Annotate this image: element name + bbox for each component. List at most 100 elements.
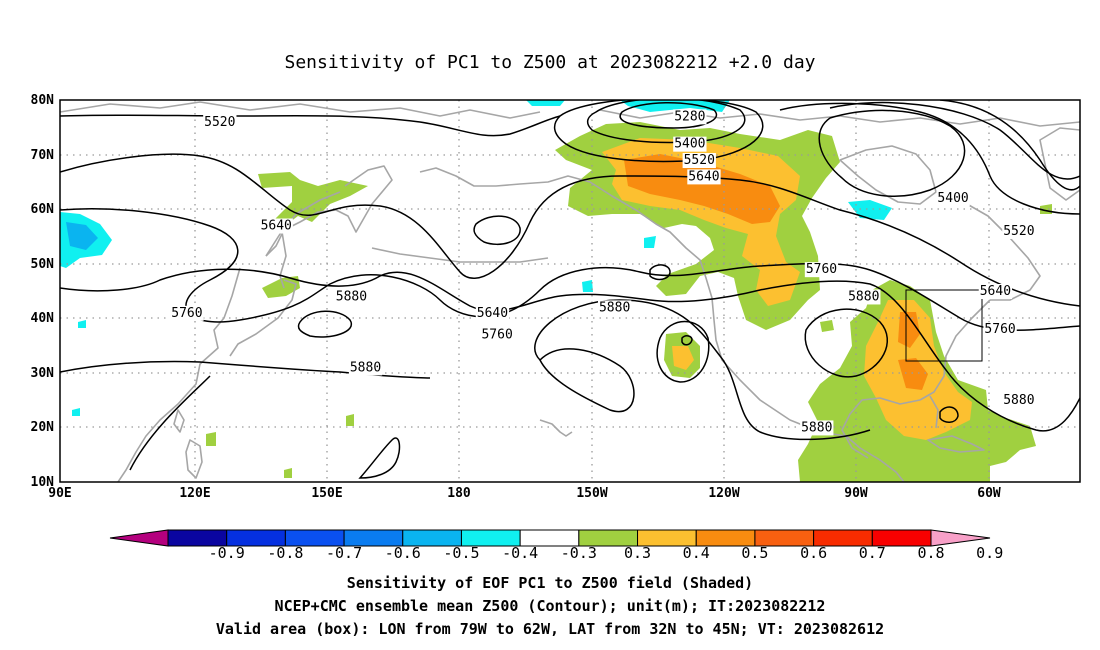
shade-orange-east1 [898, 312, 920, 348]
coast-sakhalin [279, 231, 287, 289]
contour-label-bg [804, 262, 839, 278]
contour-label-bg [203, 114, 237, 130]
lon-tick-90e: 90E [48, 486, 71, 501]
contour-label-bg [334, 289, 369, 305]
shade-cyan-dot1 [582, 280, 593, 292]
colorbar-label: 0.5 [741, 544, 768, 562]
lat-axis: 80N 70N 60N 50N 40N 30N 20N 10N [31, 93, 55, 490]
coast-gulf [841, 397, 921, 459]
shade-cyan-top2 [620, 100, 730, 112]
contour-label-bg [348, 360, 383, 376]
coast-taiwan [173, 409, 185, 433]
shading-layer [60, 100, 1052, 482]
lon-tick-180: 180 [447, 486, 471, 501]
contour-label: 5640 [477, 306, 508, 321]
caption-line-3: Valid area (box): LON from 79W to 62W, L… [216, 620, 884, 638]
shade-cyan-mid [644, 236, 656, 248]
lat-tick-20n: 20N [31, 420, 55, 435]
contour-5400-gr [939, 100, 1080, 191]
contour-5400-east [818, 109, 966, 197]
shade-orange-east2 [898, 358, 928, 390]
coast-okhotsk [265, 191, 341, 257]
caption-line-2: NCEP+CMC ensemble mean Z500 (Contour); u… [275, 597, 826, 615]
contour-label-bg [983, 322, 1017, 338]
contour-5640-main [60, 153, 1080, 307]
coast-greenland [1039, 127, 1080, 201]
colorbar-label: -0.3 [561, 544, 597, 562]
contour-label: 5640 [688, 169, 719, 184]
contour-label: 5880 [848, 289, 879, 304]
shade-cyan-top [526, 100, 565, 106]
coast-florida [929, 395, 939, 429]
contour-high-3 [649, 264, 671, 281]
lat-tick-30n: 30N [31, 366, 55, 381]
coast-us-east [919, 299, 991, 401]
contour-5880-main [60, 268, 1080, 432]
contour-5520-east [779, 102, 1080, 215]
coast-korea-china [117, 267, 241, 482]
contour-label-bg [673, 109, 707, 125]
contour-label: 5400 [937, 191, 968, 206]
lat-tick-70n: 70N [31, 148, 55, 163]
coast-hudson [839, 145, 937, 205]
contour-label: 5520 [1003, 224, 1034, 239]
shade-green-dot-d [820, 320, 834, 332]
contour-5520-ring [829, 101, 1080, 180]
contour-label: 5520 [204, 115, 235, 130]
coast-aleutians [371, 247, 549, 263]
contour-label-bg [1002, 223, 1036, 239]
contour-label: 5760 [806, 262, 837, 277]
gridlines [60, 100, 1080, 482]
contour-5520-north [553, 100, 764, 163]
contour-label: 5880 [599, 300, 630, 315]
coast-hawaii [539, 419, 573, 437]
colorbar-label: -0.5 [443, 544, 479, 562]
colorbar-min-arrow [109, 529, 169, 547]
contour-label: 5640 [261, 219, 292, 234]
colorbar-label: 0.7 [859, 544, 886, 562]
shade-yellow-california [672, 346, 694, 370]
contour-label-bg [170, 305, 204, 321]
contour-5880-ml [358, 437, 401, 479]
contour-label: 5880 [801, 420, 832, 435]
contour-high-4 [656, 320, 710, 383]
contour-label-bg [1002, 393, 1036, 409]
contour-label-bg [480, 327, 514, 343]
contour-high-2 [473, 215, 521, 246]
shade-blue-west [66, 222, 98, 250]
lon-tick-60w: 60W [977, 486, 1001, 501]
shade-green-aleutian [258, 172, 368, 228]
colorbar-max-arrow [930, 529, 991, 547]
caption-line-1: Sensitivity of EOF PC1 to Z500 field (Sh… [347, 574, 753, 592]
colorbar-label: -0.9 [209, 544, 245, 562]
map-frame [59, 99, 1081, 483]
lat-tick-10n: 10N [31, 475, 55, 490]
contour-label: 5880 [1003, 393, 1034, 408]
lon-tick-150w: 150W [576, 486, 607, 501]
lon-tick-150e: 150E [311, 486, 342, 501]
lat-tick-60n: 60N [31, 202, 55, 217]
lat-tick-50n: 50N [31, 257, 55, 272]
colorbar-label: 0.6 [800, 544, 827, 562]
contour-5280 [619, 102, 717, 129]
contour-label-bg [936, 191, 970, 207]
shade-cyan-dot2 [78, 320, 86, 328]
colorbar-label: 0.8 [917, 544, 944, 562]
shade-orange-north [624, 154, 780, 224]
contour-label: 5280 [674, 109, 705, 124]
lon-tick-90w: 90W [844, 486, 868, 501]
colorbar-label: 0.3 [624, 544, 651, 562]
coast-japan [229, 279, 297, 357]
shade-green-dot-a [346, 414, 354, 426]
contour-label-bg [978, 284, 1013, 299]
shade-green-dot-b [206, 432, 216, 446]
contour-label: 5880 [336, 289, 367, 304]
colorbar-label: 0.4 [683, 544, 710, 562]
contour-5880-south [60, 360, 431, 379]
coast-cuba [927, 435, 985, 453]
contour-5880-sw [129, 375, 211, 471]
colorbar-label: -0.7 [326, 544, 362, 562]
contour-label: 5640 [980, 284, 1011, 299]
lat-tick-40n: 40N [31, 311, 55, 326]
